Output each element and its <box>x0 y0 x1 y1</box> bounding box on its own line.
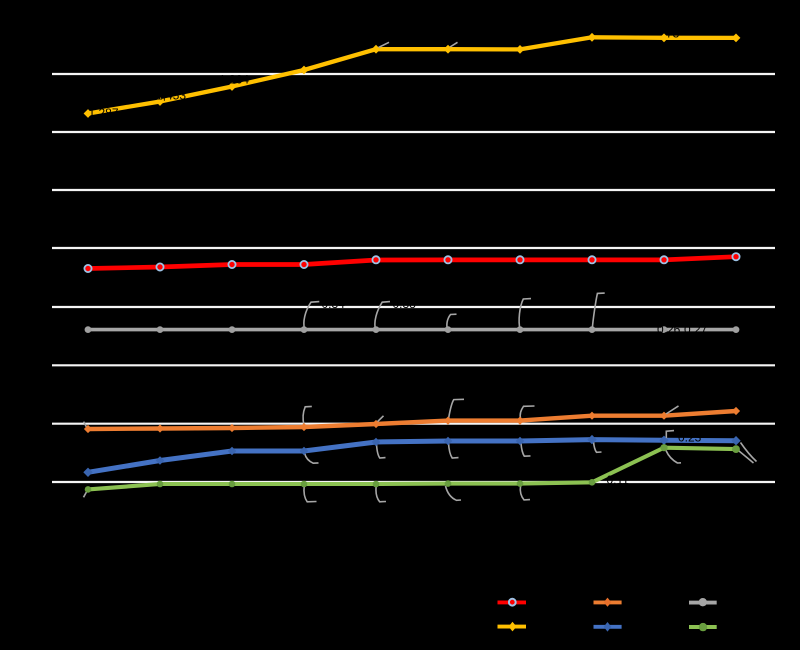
svg-text:1,453: 1,453 <box>156 88 186 102</box>
svg-text:0.27: 0.27 <box>684 323 708 337</box>
svg-text:73: 73 <box>666 27 680 41</box>
svg-text:0.26: 0.26 <box>657 323 681 337</box>
svg-text:0.11: 0.11 <box>607 473 630 487</box>
svg-text:0.34: 0.34 <box>322 297 346 311</box>
svg-text:1,287: 1,287 <box>89 106 119 120</box>
svg-text:0.38: 0.38 <box>393 297 417 311</box>
svg-text:1,864: 1,864 <box>219 73 249 87</box>
svg-text:0.23: 0.23 <box>678 431 702 445</box>
